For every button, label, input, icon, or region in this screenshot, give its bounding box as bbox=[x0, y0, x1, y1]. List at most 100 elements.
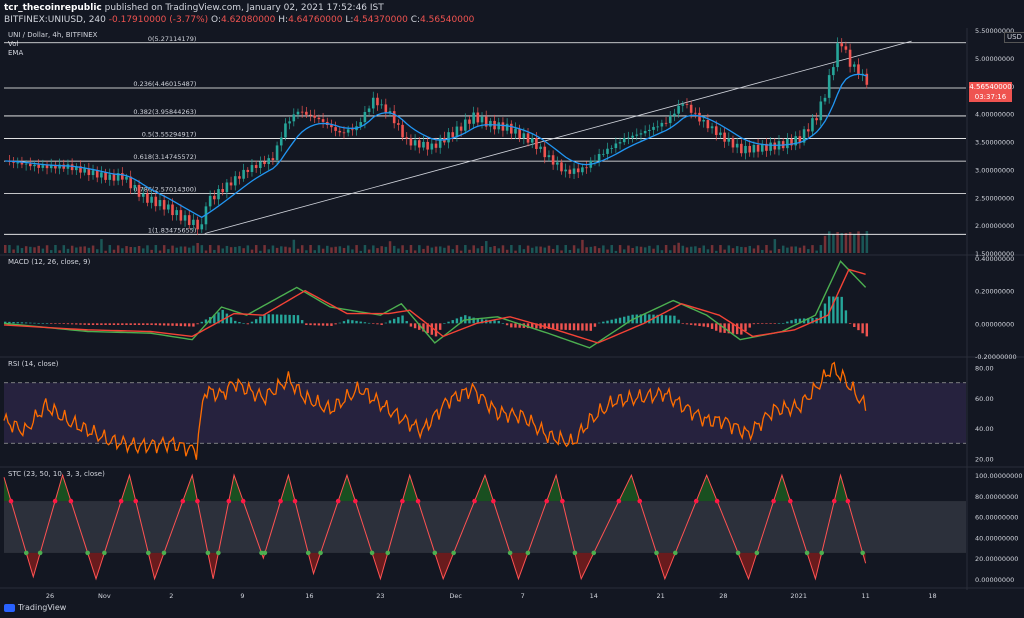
rsi-tick-label: 20.00 bbox=[975, 455, 994, 463]
candle-body bbox=[484, 116, 488, 127]
price-tick-label: 1.50000000 bbox=[975, 250, 1014, 258]
volume-bar bbox=[756, 245, 760, 253]
macd-histogram-bar bbox=[510, 323, 513, 328]
volume-bar bbox=[288, 247, 291, 253]
stc-tick-label: 40.00000000 bbox=[975, 534, 1018, 542]
candle-body bbox=[413, 140, 417, 146]
volume-bar bbox=[275, 247, 279, 253]
candle-body bbox=[836, 43, 839, 68]
stc-signal-dot bbox=[432, 550, 438, 556]
legend-vol: Vol bbox=[8, 40, 19, 48]
macd-histogram-bar bbox=[832, 296, 835, 324]
volume-bar bbox=[33, 247, 36, 253]
time-tick-label: 7 bbox=[521, 592, 525, 600]
volume-bar bbox=[740, 246, 743, 253]
candle-body bbox=[259, 161, 262, 169]
volume-bar bbox=[719, 245, 722, 253]
macd-histogram-bar bbox=[798, 318, 802, 324]
volume-bar bbox=[175, 247, 178, 253]
volume-bar bbox=[246, 245, 250, 253]
volume-bar bbox=[643, 247, 647, 253]
macd-histogram-bar bbox=[79, 323, 82, 325]
volume-bar bbox=[426, 245, 429, 253]
volume-bar bbox=[614, 250, 618, 253]
volume-bar bbox=[418, 245, 421, 253]
open-value: 4.62080000 bbox=[220, 15, 276, 25]
candle-body bbox=[698, 112, 701, 122]
macd-histogram-bar bbox=[581, 323, 584, 331]
volume-bar bbox=[292, 239, 296, 253]
volume-bar bbox=[715, 250, 718, 253]
volume-bar bbox=[313, 250, 317, 253]
volume-bar bbox=[158, 250, 162, 253]
macd-histogram-bar bbox=[572, 323, 576, 331]
candle-body bbox=[305, 111, 308, 115]
candle-body bbox=[719, 132, 722, 135]
candle-body bbox=[643, 130, 647, 134]
stc-signal-dot bbox=[85, 550, 90, 556]
macd-histogram-bar bbox=[656, 314, 659, 324]
macd-histogram-bar bbox=[16, 322, 19, 324]
publisher-name[interactable]: tcr_thecoinrepublic bbox=[4, 3, 102, 13]
macd-histogram-bar bbox=[409, 323, 413, 327]
candle-body bbox=[200, 224, 204, 230]
macd-histogram-bar bbox=[614, 318, 618, 324]
candle-body bbox=[137, 185, 141, 197]
price-tick-label: 3.50000000 bbox=[975, 139, 1014, 147]
candle-body bbox=[45, 165, 49, 169]
volume-bar bbox=[225, 245, 229, 253]
stc-signal-dot bbox=[278, 498, 283, 504]
volume-bar bbox=[192, 245, 195, 253]
volume-bar bbox=[476, 248, 480, 253]
candle-body bbox=[254, 165, 258, 169]
fib-level-label: 0.786(2.57014300) bbox=[133, 185, 196, 193]
candle-body bbox=[75, 166, 78, 171]
volume-bar bbox=[610, 245, 613, 253]
candle-body bbox=[363, 111, 367, 123]
stc-signal-dot bbox=[673, 550, 678, 556]
volume-bar bbox=[50, 250, 53, 253]
candle-body bbox=[819, 101, 823, 121]
volume-bar bbox=[710, 245, 714, 253]
candle-body bbox=[54, 164, 57, 169]
stc-signal-dot bbox=[616, 498, 622, 504]
volume-bar bbox=[54, 245, 57, 253]
macd-histogram-bar bbox=[593, 323, 597, 327]
candle-body bbox=[468, 119, 471, 124]
candle-body bbox=[648, 129, 651, 131]
macd-histogram-bar bbox=[702, 323, 705, 327]
macd-histogram-bar bbox=[54, 323, 57, 324]
candle-body bbox=[229, 182, 233, 186]
macd-histogram-bar bbox=[748, 323, 751, 328]
volume-bar bbox=[20, 248, 24, 253]
macd-histogram-bar bbox=[706, 323, 710, 328]
macd-histogram-bar bbox=[551, 323, 555, 330]
macd-histogram-bar bbox=[777, 323, 781, 324]
stc-signal-dot bbox=[788, 498, 793, 504]
low-value: 4.54370000 bbox=[353, 15, 408, 25]
tradingview-logo[interactable]: TradingView bbox=[4, 603, 66, 612]
candle-body bbox=[748, 145, 752, 153]
stc-signal-dot bbox=[318, 550, 323, 556]
macd-histogram-bar bbox=[33, 322, 36, 324]
macd-histogram-bar bbox=[648, 314, 651, 324]
macd-histogram-bar bbox=[731, 323, 735, 334]
volume-bar bbox=[597, 248, 601, 253]
time-tick-label: 26 bbox=[46, 592, 54, 600]
legend-ema: EMA bbox=[8, 49, 23, 57]
candle-body bbox=[359, 122, 363, 127]
volume-bar bbox=[459, 250, 463, 253]
candle-body bbox=[786, 139, 789, 149]
volume-bar bbox=[45, 245, 49, 253]
candle-body bbox=[91, 170, 95, 176]
volume-bar bbox=[112, 249, 116, 253]
macd-histogram-bar bbox=[62, 323, 65, 324]
macd-histogram-bar bbox=[267, 314, 270, 324]
candle-body bbox=[459, 126, 463, 131]
stc-signal-dot bbox=[693, 498, 699, 504]
currency-badge[interactable]: USD bbox=[1004, 32, 1024, 43]
macd-histogram-bar bbox=[104, 323, 107, 325]
volume-bar bbox=[12, 249, 15, 253]
macd-histogram-bar bbox=[225, 313, 229, 324]
